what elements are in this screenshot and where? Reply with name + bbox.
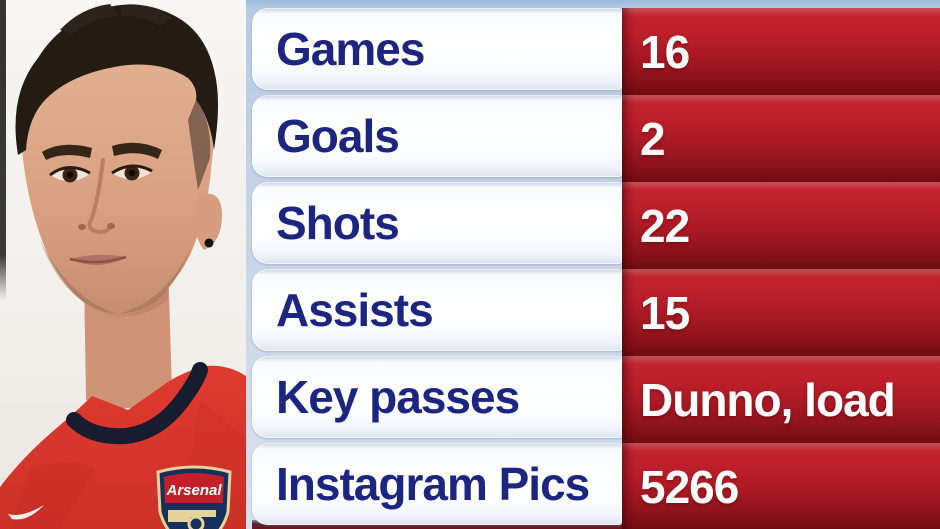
player-face [21,36,214,319]
eyebrow-right [112,142,162,159]
nike-swoosh-icon [8,505,44,520]
stats-table: 16 Games 2 Goals 22 Shots 15 [252,0,940,529]
stat-row-games: 16 Games [252,8,940,95]
stat-value-cell: 16 [622,8,940,95]
player-ear [194,193,222,250]
stat-value: 15 [640,286,690,339]
stat-label-cell: Key passes [252,356,622,438]
player-photo: Arsenal [0,0,246,529]
arsenal-crest: Arsenal [156,465,232,529]
stat-label-cell: Shots [252,182,622,264]
stat-value: Dunno, load [640,373,896,426]
stat-value-cell: 2 [622,95,940,182]
stat-row-instagram-pics: 5266 Instagram Pics [252,443,940,529]
stubble [40,240,192,314]
stat-value-cell: Dunno, load [622,356,940,443]
crest-wordmark: Arsenal [165,482,222,499]
stat-row-shots: 22 Shots [252,182,940,269]
photo-left-edge [0,0,6,300]
stat-label: Assists [276,284,434,336]
eyebrow-left [42,144,92,160]
stat-label-cell: Instagram Pics [252,443,622,525]
stat-label-cell: Assists [252,269,622,351]
stat-label: Key passes [276,371,520,423]
stat-label-cell: Games [252,8,622,90]
stat-value: 22 [640,199,690,252]
crest-cannon [168,510,216,522]
stat-value-cell: 15 [622,269,940,356]
stat-label: Instagram Pics [276,458,590,510]
stat-label: Goals [276,110,400,162]
stat-label: Games [276,23,425,75]
player-illustration: Arsenal [0,0,246,529]
stat-row-key-passes: Dunno, load Key passes [252,356,940,443]
shirt-collar [66,362,208,445]
stat-value-cell: 22 [622,182,940,269]
stat-label: Shots [276,197,400,249]
stat-value: 5266 [640,460,739,513]
stat-value-cell: 5266 [622,443,940,529]
stat-row-assists: 15 Assists [252,269,940,356]
player-head [15,4,222,319]
earring [204,238,214,248]
stat-label-cell: Goals [252,95,622,177]
player-nose [87,158,112,234]
player-eyes [49,164,153,183]
stat-value: 2 [640,112,666,165]
stat-value: 16 [640,25,690,78]
stat-row-goals: 2 Goals [252,95,940,182]
player-hair [15,4,218,190]
